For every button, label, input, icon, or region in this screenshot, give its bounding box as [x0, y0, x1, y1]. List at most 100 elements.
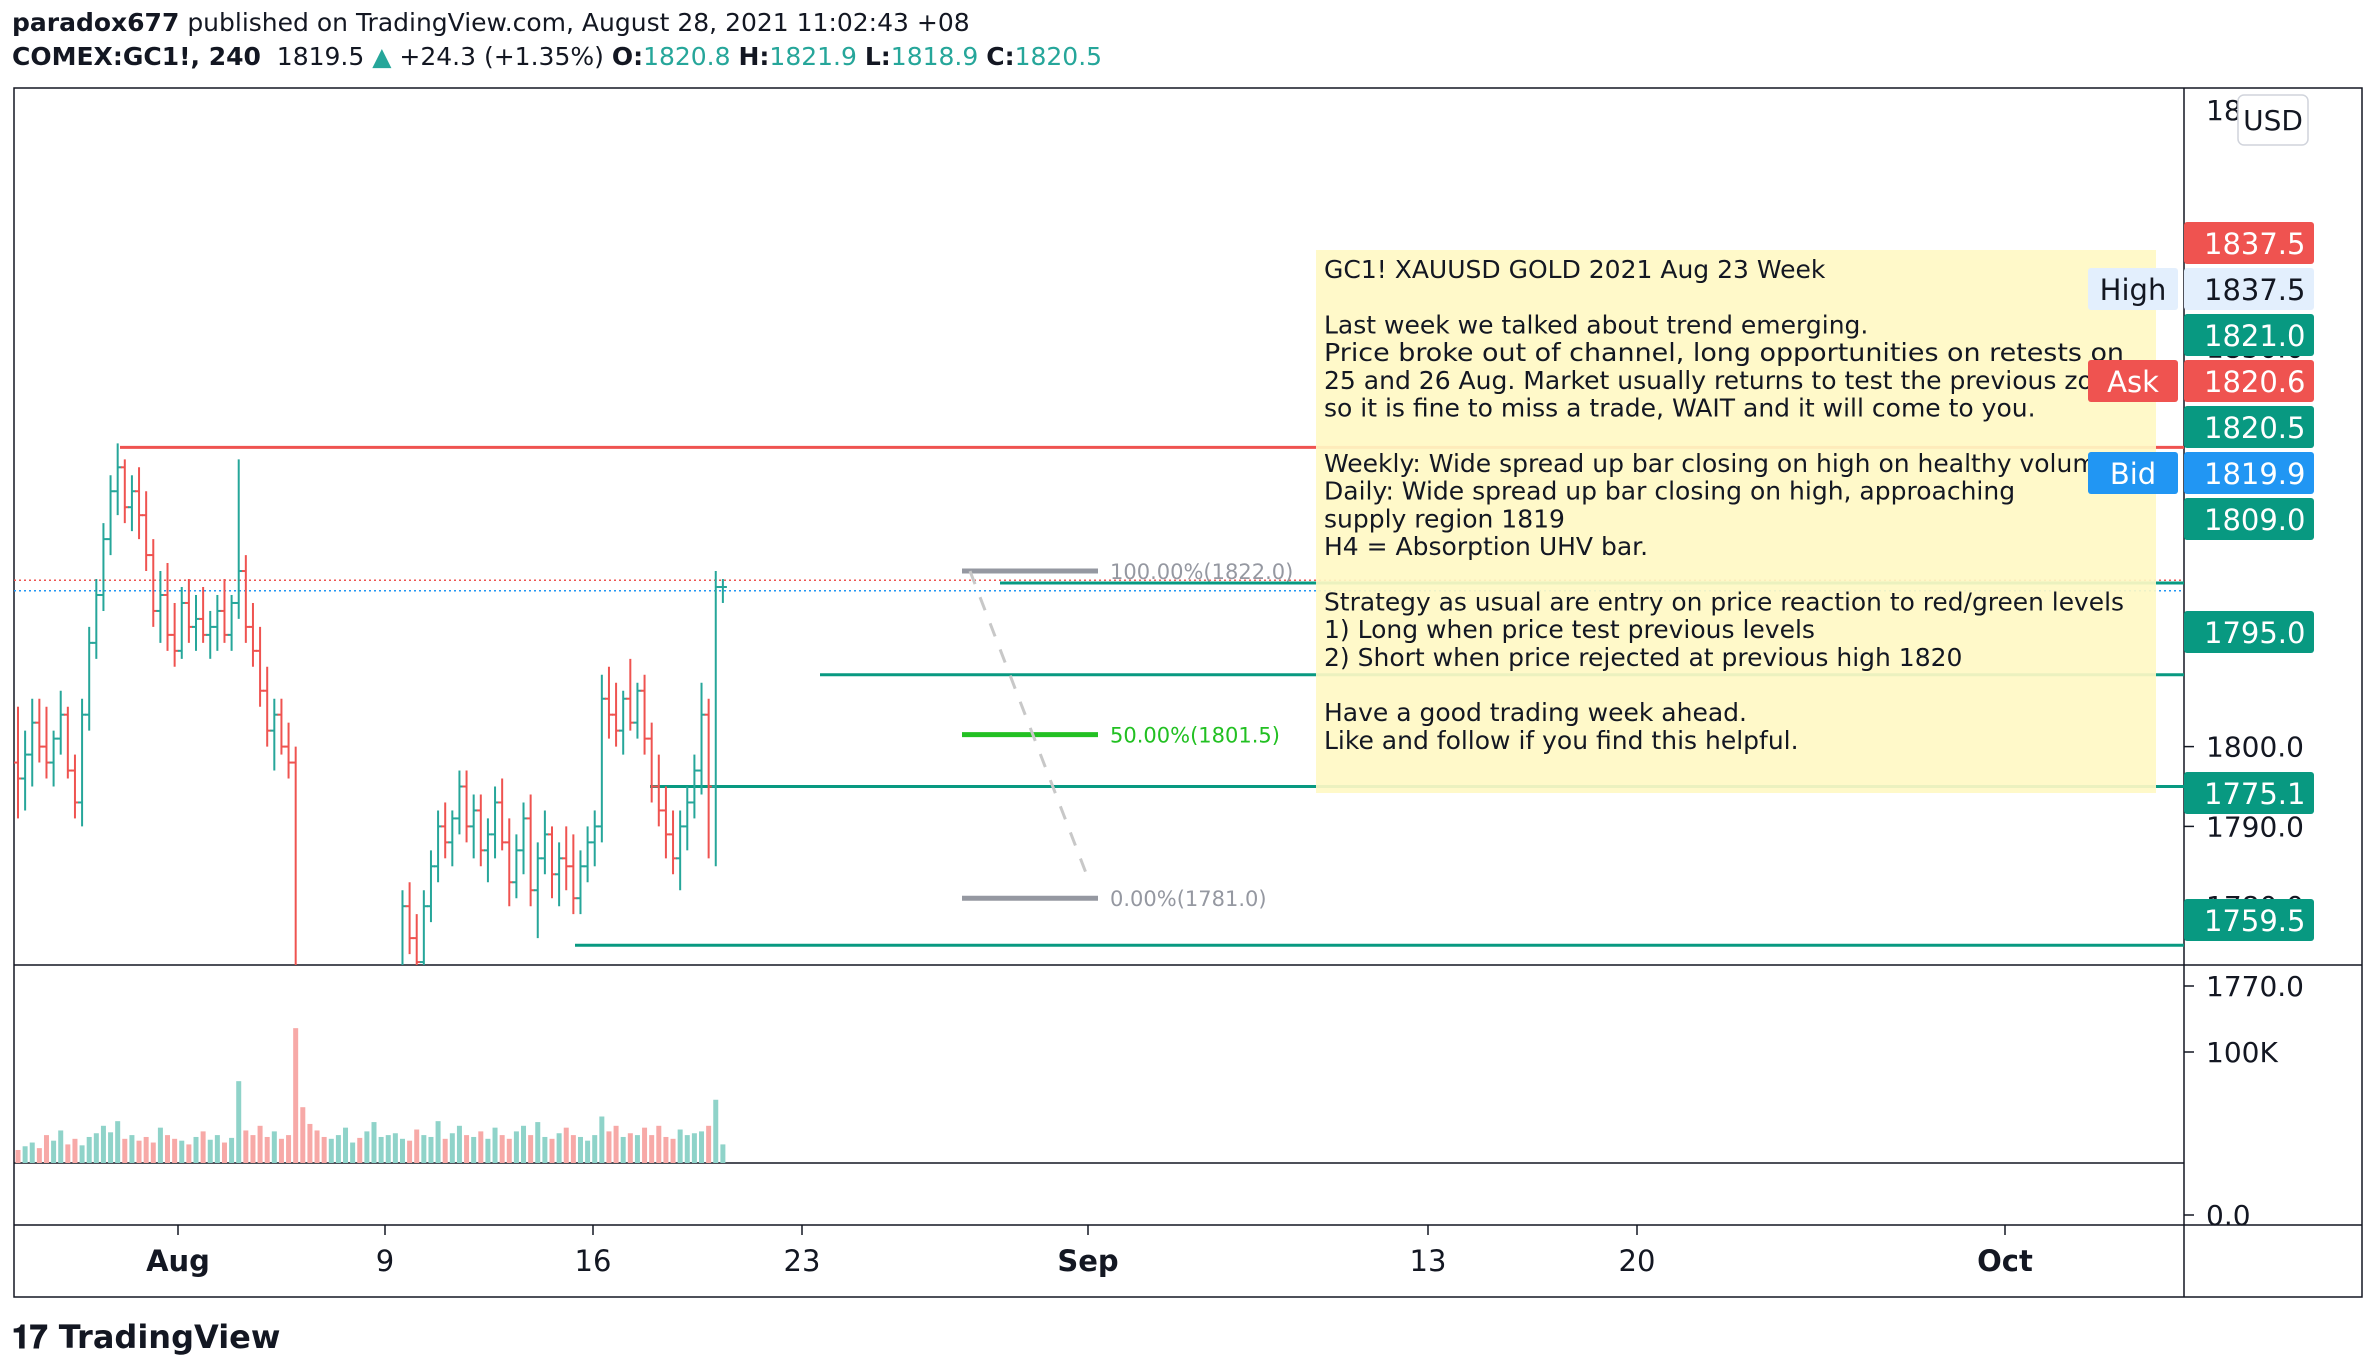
candle[interactable]: [85, 626, 94, 731]
candle[interactable]: [220, 579, 229, 643]
candle[interactable]: [676, 810, 685, 891]
candle[interactable]: [142, 491, 151, 572]
candle[interactable]: [597, 674, 606, 843]
candle[interactable]: [491, 786, 500, 859]
price-badge-1775.1[interactable]: [2184, 772, 2314, 814]
candle[interactable]: [419, 890, 428, 970]
candle[interactable]: [99, 523, 108, 611]
candle[interactable]: [21, 730, 30, 811]
candle[interactable]: [626, 658, 635, 731]
candle[interactable]: [241, 555, 250, 643]
candle[interactable]: [256, 626, 265, 707]
candle[interactable]: [512, 834, 521, 899]
candle[interactable]: [633, 682, 642, 739]
candle[interactable]: [576, 850, 585, 915]
candle[interactable]: [498, 778, 507, 851]
candle[interactable]: [263, 666, 272, 747]
price-badge-1759.5[interactable]: [2184, 899, 2314, 941]
candle[interactable]: [654, 754, 663, 827]
candle[interactable]: [405, 882, 414, 955]
currency-label[interactable]: USD: [2243, 104, 2303, 137]
candle[interactable]: [555, 842, 564, 907]
candle[interactable]: [306, 978, 314, 1106]
candle[interactable]: [483, 818, 492, 883]
candle[interactable]: [127, 475, 136, 532]
candle[interactable]: [277, 698, 286, 755]
candle[interactable]: [548, 826, 556, 899]
candle[interactable]: [291, 746, 300, 1002]
candle[interactable]: [505, 818, 514, 907]
candle[interactable]: [327, 1162, 335, 1242]
candle[interactable]: [113, 443, 122, 516]
candle[interactable]: [227, 594, 236, 651]
candle[interactable]: [590, 810, 599, 867]
candle[interactable]: [434, 810, 443, 883]
candle[interactable]: [299, 970, 307, 1034]
candle[interactable]: [476, 794, 485, 867]
candle[interactable]: [14, 706, 22, 819]
candle[interactable]: [270, 698, 279, 771]
candle[interactable]: [519, 802, 528, 875]
candle[interactable]: [35, 698, 44, 763]
price-badge-1819.9[interactable]: [2184, 452, 2314, 494]
author-name[interactable]: paradox677: [12, 8, 180, 37]
candle[interactable]: [49, 730, 58, 787]
candle[interactable]: [149, 539, 158, 627]
candle[interactable]: [206, 610, 215, 659]
candle[interactable]: [426, 850, 435, 923]
candle[interactable]: [213, 594, 222, 651]
candle[interactable]: [526, 794, 535, 907]
candle[interactable]: [619, 690, 628, 755]
price-badge-1821.0[interactable]: [2184, 314, 2314, 356]
candle[interactable]: [704, 698, 713, 859]
candle[interactable]: [78, 698, 87, 827]
candle[interactable]: [320, 1114, 328, 1242]
candle[interactable]: [384, 1002, 392, 1082]
candle[interactable]: [156, 571, 165, 643]
candle[interactable]: [163, 563, 172, 651]
candle[interactable]: [135, 467, 144, 540]
candle[interactable]: [612, 682, 621, 747]
candle[interactable]: [42, 706, 51, 779]
candle[interactable]: [469, 794, 478, 859]
price-badge-1820.6[interactable]: [2184, 360, 2314, 402]
candle[interactable]: [462, 770, 471, 843]
candle[interactable]: [533, 842, 542, 939]
candle[interactable]: [669, 810, 678, 875]
price-badge-1837.5[interactable]: [2184, 268, 2314, 310]
price-badge-1837.5[interactable]: [2184, 222, 2314, 264]
price-badge-1795.0[interactable]: [2184, 611, 2314, 653]
strategy-note-box[interactable]: [1316, 250, 2156, 793]
candle[interactable]: [313, 1050, 321, 1186]
candle[interactable]: [56, 690, 65, 755]
candle[interactable]: [377, 1050, 385, 1130]
candle[interactable]: [540, 810, 549, 875]
candle[interactable]: [234, 459, 243, 619]
candle[interactable]: [184, 579, 193, 643]
candle[interactable]: [697, 682, 706, 795]
candle[interactable]: [604, 666, 613, 739]
candle[interactable]: [583, 826, 592, 883]
candle[interactable]: [441, 802, 450, 859]
price-badge-1820.5[interactable]: [2184, 406, 2314, 448]
candle[interactable]: [455, 770, 464, 835]
candle[interactable]: [248, 602, 257, 667]
candle[interactable]: [170, 602, 179, 667]
candle[interactable]: [683, 786, 692, 851]
candle[interactable]: [640, 674, 649, 755]
candle[interactable]: [718, 579, 727, 603]
candle[interactable]: [569, 834, 578, 915]
candle[interactable]: [70, 754, 79, 819]
symbol-name[interactable]: COMEX:GC1!, 240: [12, 42, 261, 71]
candle[interactable]: [398, 890, 407, 1002]
candle[interactable]: [28, 698, 37, 787]
price-badge-1809.0[interactable]: [2184, 498, 2314, 540]
candle[interactable]: [192, 594, 200, 651]
tradingview-logo[interactable]: 𝟏𝟕 TradingView: [12, 1318, 281, 1356]
candle[interactable]: [106, 475, 115, 556]
candle[interactable]: [199, 587, 208, 643]
candle[interactable]: [711, 571, 720, 867]
candle[interactable]: [284, 722, 293, 779]
currency-box[interactable]: [2237, 94, 2309, 146]
